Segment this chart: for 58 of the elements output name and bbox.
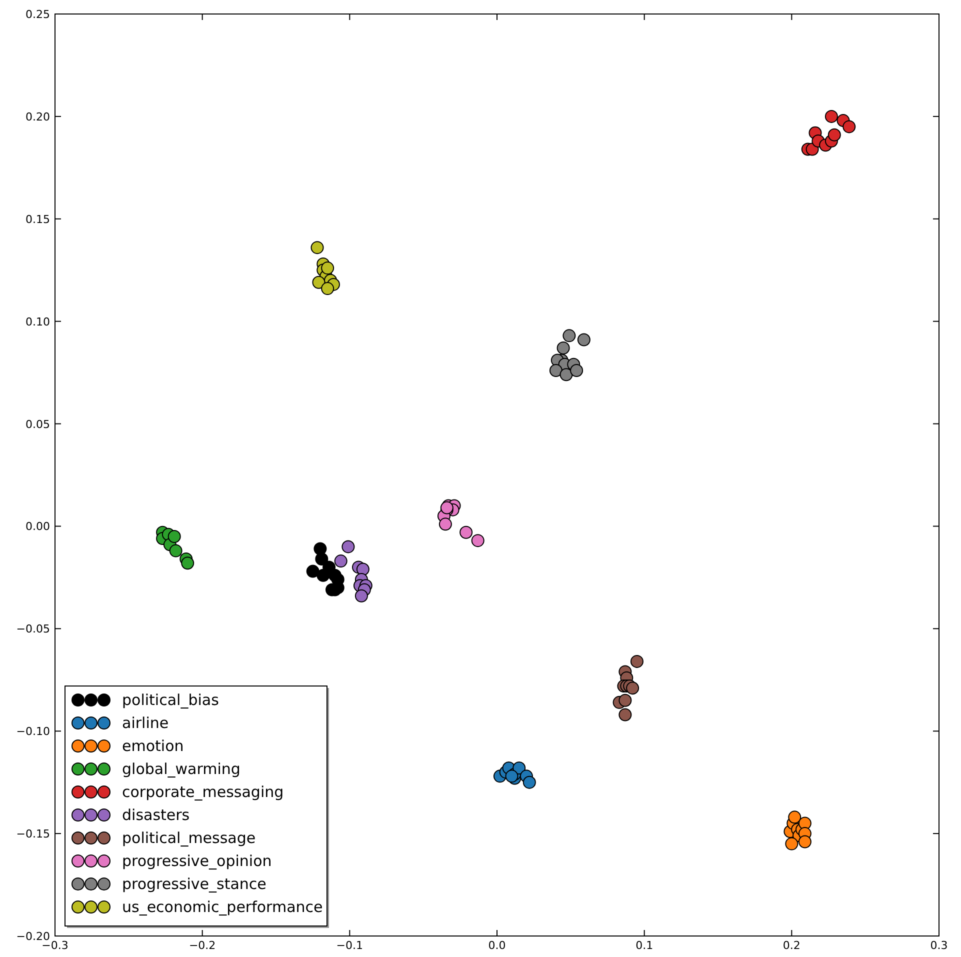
x-tick-label: 0.0	[488, 939, 506, 952]
point	[169, 544, 182, 558]
point	[618, 708, 632, 722]
y-tick-label: 0.15	[26, 212, 50, 226]
point	[785, 837, 798, 850]
y-tick-label: 0.00	[26, 520, 50, 534]
point	[824, 110, 838, 123]
point	[560, 368, 573, 382]
point	[570, 364, 584, 377]
legend-label: political_bias	[122, 691, 220, 709]
point	[460, 526, 473, 539]
point	[798, 835, 812, 848]
point	[842, 120, 856, 134]
point	[312, 276, 326, 289]
point	[342, 540, 355, 554]
legend-label: corporate_messaging	[122, 783, 284, 801]
legend-label: progressive_opinion	[122, 852, 272, 870]
point	[471, 534, 484, 548]
point	[788, 810, 802, 824]
point	[315, 552, 328, 566]
point	[321, 262, 334, 275]
legend-label: progressive_stance	[122, 875, 266, 893]
legend-label: us_economic_performance	[122, 898, 323, 916]
point	[354, 589, 368, 602]
point	[828, 128, 841, 142]
point	[562, 329, 576, 342]
x-tick-label: 0.3	[930, 939, 948, 952]
y-tick-label: 0.25	[26, 8, 50, 21]
y-tick-label: −0.05	[16, 622, 50, 636]
point	[618, 694, 632, 707]
x-tick-label: 0.2	[782, 939, 800, 952]
y-tick-label: 0.20	[26, 110, 50, 124]
point	[577, 333, 590, 346]
x-tick-label: 0.1	[636, 939, 654, 952]
point	[549, 364, 562, 377]
point	[181, 556, 194, 570]
point	[556, 341, 570, 354]
legend-label: emotion	[122, 737, 184, 755]
y-tick-label: 0.05	[26, 418, 50, 431]
legend-label: global_warming	[122, 760, 240, 778]
x-tick-label: −0.1	[336, 939, 364, 952]
legend-label: disasters	[122, 806, 190, 824]
point	[334, 554, 348, 568]
x-tick-label: −0.2	[188, 939, 216, 952]
point	[505, 770, 518, 783]
y-tick-label: −0.15	[16, 828, 50, 841]
point	[310, 241, 324, 254]
point	[630, 654, 644, 668]
point	[306, 564, 320, 578]
point	[321, 282, 334, 296]
y-tick-label: −0.10	[16, 725, 50, 738]
point	[438, 518, 452, 531]
legend-label: airline	[122, 714, 169, 732]
legend-label: political_message	[122, 829, 256, 847]
point	[168, 530, 181, 543]
point	[522, 776, 536, 789]
y-tick-label: 0.10	[26, 315, 50, 328]
point	[626, 682, 640, 695]
